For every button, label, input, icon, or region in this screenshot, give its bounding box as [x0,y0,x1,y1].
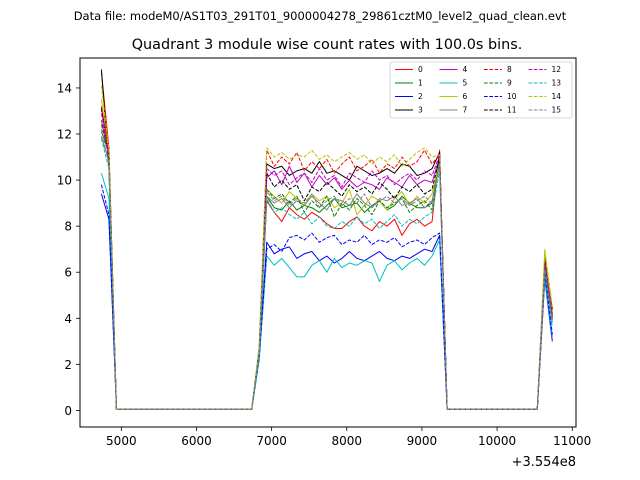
y-tick-label: 0 [64,404,72,418]
legend-box [389,61,573,119]
chart-title: Quadrant 3 module wise count rates with … [132,37,523,53]
x-tick-label: 10000 [478,434,516,448]
legend-label-5: 5 [463,79,468,88]
series-layer [100,69,553,410]
y-tick-label: 6 [64,266,72,280]
series-line-10 [100,184,553,410]
legend-label-4: 4 [463,65,468,74]
legend-label-8: 8 [507,65,512,74]
y-tick-label: 10 [57,174,72,188]
series-line-9 [100,124,553,410]
figure-suptitle: Data file: modeM0/AS1T03_291T01_90000042… [74,9,567,23]
plot-frame [79,57,577,428]
legend-label-7: 7 [463,106,468,115]
legend-label-11: 11 [507,106,517,115]
legend-label-1: 1 [418,79,423,88]
y-tick-label: 2 [64,358,72,372]
series-line-13 [100,138,553,410]
x-tick-label: 11000 [553,434,591,448]
series-line-6 [100,99,553,410]
legend-label-6: 6 [463,92,468,101]
legend-label-0: 0 [418,65,423,74]
y-tick-label: 14 [57,81,72,95]
legend-label-13: 13 [552,79,562,88]
y-tick-label: 8 [64,220,72,234]
series-line-8 [100,106,553,410]
legend-label-15: 15 [552,106,562,115]
legend-label-9: 9 [507,79,512,88]
y-axis: 0 2 4 6 8 10 12 14 [57,81,80,418]
legend-label-2: 2 [418,92,423,101]
legend-label-12: 12 [552,65,562,74]
series-line-5 [100,173,553,410]
x-tick-label: 5000 [106,434,137,448]
series-line-14 [100,85,553,410]
series-line-12 [100,113,553,410]
series-line-0 [100,71,553,410]
series-line-15 [100,129,553,410]
legend-label-3: 3 [418,106,423,115]
series-line-4 [100,120,553,410]
x-axis: 5000 6000 7000 8000 9000 10000 11000 [106,427,591,448]
legend-label-14: 14 [552,92,562,101]
y-tick-label: 12 [57,128,72,142]
y-tick-label: 4 [64,312,72,326]
x-tick-label: 6000 [181,434,212,448]
legend-label-10: 10 [507,92,517,101]
x-tick-label: 9000 [407,434,438,448]
series-line-11 [100,108,553,410]
x-axis-offset-label: +3.554e8 [512,455,576,470]
x-tick-label: 8000 [332,434,363,448]
series-line-3 [100,69,553,410]
series-line-7 [100,136,553,410]
x-tick-label: 7000 [256,434,287,448]
